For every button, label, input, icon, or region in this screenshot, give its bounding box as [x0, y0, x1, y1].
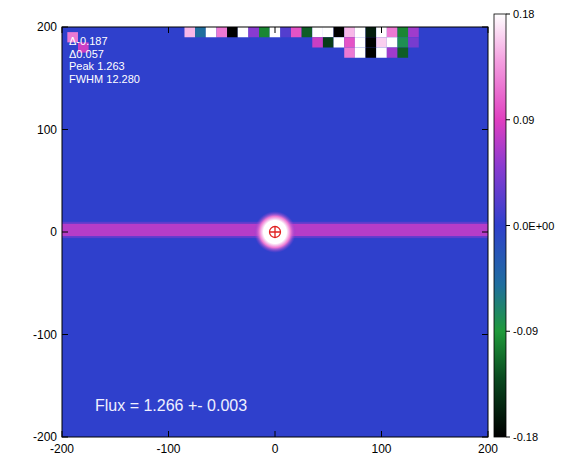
annotation: Peak 1.263: [69, 60, 125, 72]
colorbar-tick-label: -0.18: [513, 431, 538, 443]
colorbar-tick: [506, 225, 510, 226]
noise-cell: [355, 48, 366, 58]
colorbar-tick: [506, 331, 510, 332]
source: [254, 211, 296, 253]
noise-cell: [280, 27, 291, 37]
y-tick: [62, 129, 68, 130]
noise-cell: [227, 27, 238, 37]
y-tick: [62, 334, 68, 335]
noise-cell: [408, 37, 419, 47]
noise-cell: [397, 37, 408, 47]
y-tick-label: 200: [37, 20, 57, 34]
y-tick: [482, 129, 488, 130]
colorbar-tick-label: 0.0E+00: [513, 220, 554, 232]
y-tick: [482, 232, 488, 233]
noise-cell: [355, 37, 366, 47]
noise-cell: [259, 27, 270, 37]
noise-cell: [334, 27, 345, 37]
noise-cell: [334, 37, 345, 47]
y-tick-label: -100: [33, 328, 57, 342]
x-tick-label: 100: [371, 442, 391, 456]
x-tick: [381, 27, 382, 33]
noise-cell: [195, 27, 206, 37]
noise-cell: [184, 27, 195, 37]
colorbar-tick: [506, 119, 510, 120]
x-tick: [275, 431, 276, 437]
noise-cell: [376, 48, 387, 58]
x-tick: [168, 431, 169, 437]
y-tick: [62, 437, 68, 438]
x-tick-label: -200: [50, 442, 74, 456]
x-tick: [62, 431, 63, 437]
noise-cell: [387, 37, 398, 47]
x-tick: [488, 431, 489, 437]
noise-cell: [355, 27, 366, 37]
noise-cell: [238, 27, 249, 37]
colorbar-tick-label: -0.09: [513, 325, 538, 337]
annotation: FWHM 12.280: [69, 73, 140, 85]
colorbar-tick-label: 0.09: [513, 114, 534, 126]
noise-cell: [366, 27, 377, 37]
chart: -200 -100 0 100 200 -200 -100 0 100 200 -0.18 -0.09…: [0, 0, 576, 464]
noise-cell: [248, 27, 259, 37]
x-tick: [488, 27, 489, 33]
noise-cell: [206, 27, 217, 37]
x-tick-label: 200: [478, 442, 498, 456]
y-tick-label: -200: [33, 430, 57, 444]
centroid-marker: [270, 227, 281, 238]
x-tick: [62, 27, 63, 33]
image: [62, 27, 488, 437]
noise-cell: [366, 37, 377, 47]
x-tick: [275, 27, 276, 33]
x-tick-label: -100: [156, 442, 180, 456]
y-tick-label: 100: [37, 123, 57, 137]
x-tick: [168, 27, 169, 33]
y-tick: [62, 232, 68, 233]
noise-cell: [323, 27, 334, 37]
noise-cell: [216, 27, 227, 37]
noise-cell: [323, 37, 334, 47]
noise-cell: [344, 48, 355, 58]
colorbar-tick-label: 0.18: [513, 8, 534, 20]
noise-cell: [397, 27, 408, 37]
noise-cell: [291, 27, 302, 37]
y-tick: [482, 334, 488, 335]
noise-cell: [302, 27, 313, 37]
noise-cell: [344, 27, 355, 37]
x-tick: [381, 431, 382, 437]
noise-cell: [387, 48, 398, 58]
noise-cell: [270, 27, 281, 37]
noise-cell: [387, 27, 398, 37]
noise-cell: [312, 37, 323, 47]
centroid-cross: [270, 227, 281, 238]
annotation: Δ0.057: [69, 48, 104, 60]
colorbar-tick: [506, 437, 510, 438]
plot-frame: [62, 27, 488, 437]
annotation: Δ-0.187: [69, 35, 108, 47]
noise-cell: [408, 27, 419, 37]
y-tick-label: 0: [50, 225, 57, 239]
noise-cell: [366, 48, 377, 58]
y-tick: [62, 27, 68, 28]
y-tick: [482, 437, 488, 438]
colorbar: [494, 14, 506, 437]
flux-label: Flux = 1.266 +- 0.003: [95, 397, 247, 414]
noise-cell: [376, 37, 387, 47]
y-tick: [482, 27, 488, 28]
noise-cell: [312, 27, 323, 37]
noise-cell: [397, 48, 408, 58]
x-tick-label: 0: [272, 442, 279, 456]
noise-cell: [344, 37, 355, 47]
background: [62, 27, 488, 437]
noise-cell: [376, 27, 387, 37]
colorbar-tick: [506, 14, 510, 15]
